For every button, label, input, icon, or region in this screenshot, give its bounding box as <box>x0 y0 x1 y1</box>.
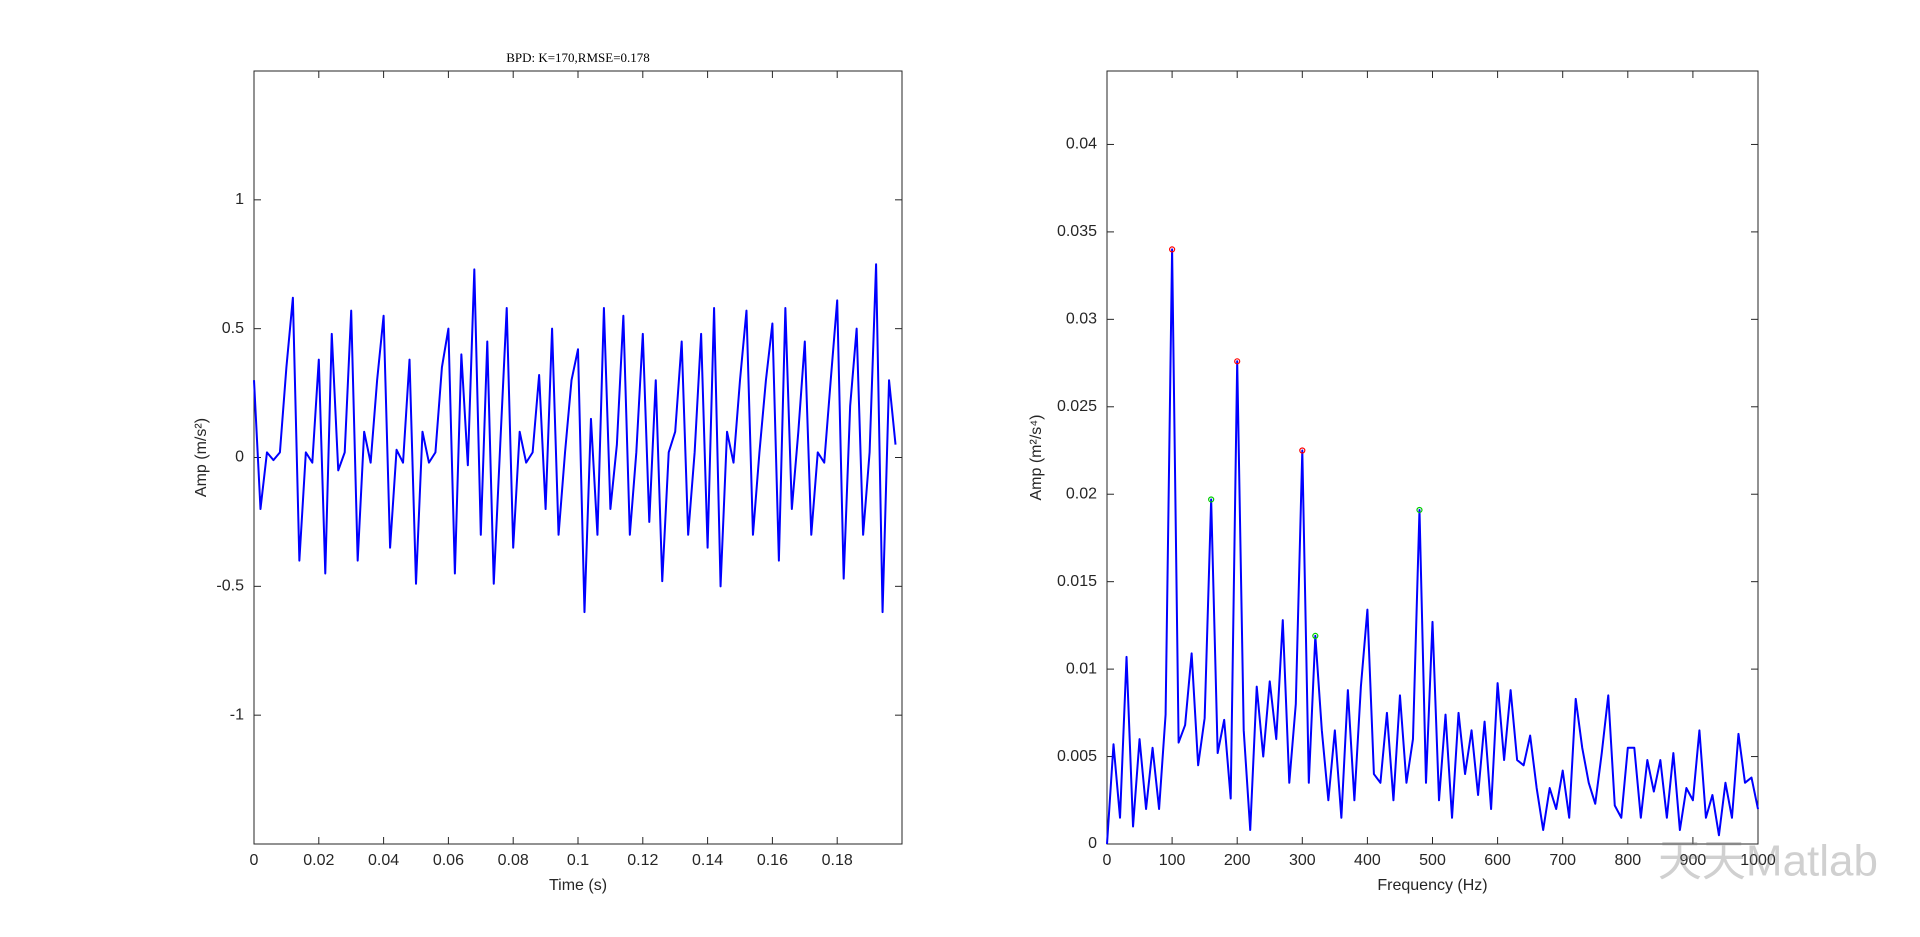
y-tick-label: 0 <box>235 449 244 466</box>
y-tick-label: 0 <box>1088 835 1097 852</box>
x-tick-label: 100 <box>1159 852 1186 869</box>
peak-marker <box>1168 246 1176 253</box>
x-tick-label: 0 <box>250 852 259 869</box>
y-tick-label: 0.5 <box>222 320 244 337</box>
x-tick-label: 200 <box>1224 852 1251 869</box>
y-tick-label: 0.005 <box>1057 748 1097 765</box>
y-tick-label: 0.015 <box>1057 573 1097 590</box>
y-axis-label: Amp (m/s²) <box>193 418 210 497</box>
peak-marker <box>1234 358 1241 365</box>
x-tick-label: 0.1 <box>567 852 589 869</box>
y-tick-label: 0.03 <box>1066 311 1097 328</box>
axes-box <box>1106 70 1759 845</box>
y-tick-label: 1 <box>235 191 244 208</box>
x-tick-label: 0.12 <box>627 852 658 869</box>
x-tick-label: 500 <box>1419 852 1446 869</box>
y-axis-label: Amp (m²/s⁴) <box>1028 415 1045 501</box>
peak-marker <box>1416 506 1423 514</box>
x-axis-label: Frequency (Hz) <box>1377 877 1487 894</box>
x-tick-label: 300 <box>1289 852 1316 869</box>
x-axis-label: Time (s) <box>549 877 607 894</box>
peak-marker <box>1299 447 1306 454</box>
watermark: 天天Matlab <box>1658 837 1878 886</box>
chart-title: BPD: K=170,RMSE=0.178 <box>506 50 650 65</box>
y-tick-label: 0.035 <box>1057 223 1097 240</box>
x-tick-label: 400 <box>1354 852 1381 869</box>
peak-marker <box>1208 496 1215 503</box>
y-tick-label: -1 <box>230 706 244 723</box>
y-tick-label: 0.02 <box>1066 485 1097 502</box>
x-tick-label: 0.04 <box>368 852 399 869</box>
y-tick-label: -0.5 <box>216 578 244 595</box>
peak-marker <box>1312 632 1319 639</box>
data-line <box>1106 248 1759 845</box>
x-tick-label: 0.14 <box>692 852 723 869</box>
y-tick-label: 0.04 <box>1066 136 1097 153</box>
x-tick-label: 0.16 <box>757 852 788 869</box>
x-tick-label: 800 <box>1614 852 1641 869</box>
axes-box <box>253 70 903 845</box>
x-tick-label: 900 <box>1680 852 1707 869</box>
x-tick-label: 0.18 <box>822 852 853 869</box>
y-tick-label: 0.01 <box>1066 660 1097 677</box>
x-tick-label: 1000 <box>1740 852 1776 869</box>
y-tick-label: 0.025 <box>1057 398 1097 415</box>
x-tick-label: 0.02 <box>303 852 334 869</box>
x-tick-label: 0 <box>1103 852 1112 869</box>
x-tick-label: 0.06 <box>433 852 464 869</box>
x-tick-label: 0.08 <box>498 852 529 869</box>
x-tick-label: 700 <box>1549 852 1576 869</box>
data-line <box>253 263 897 614</box>
x-tick-label: 600 <box>1484 852 1511 869</box>
